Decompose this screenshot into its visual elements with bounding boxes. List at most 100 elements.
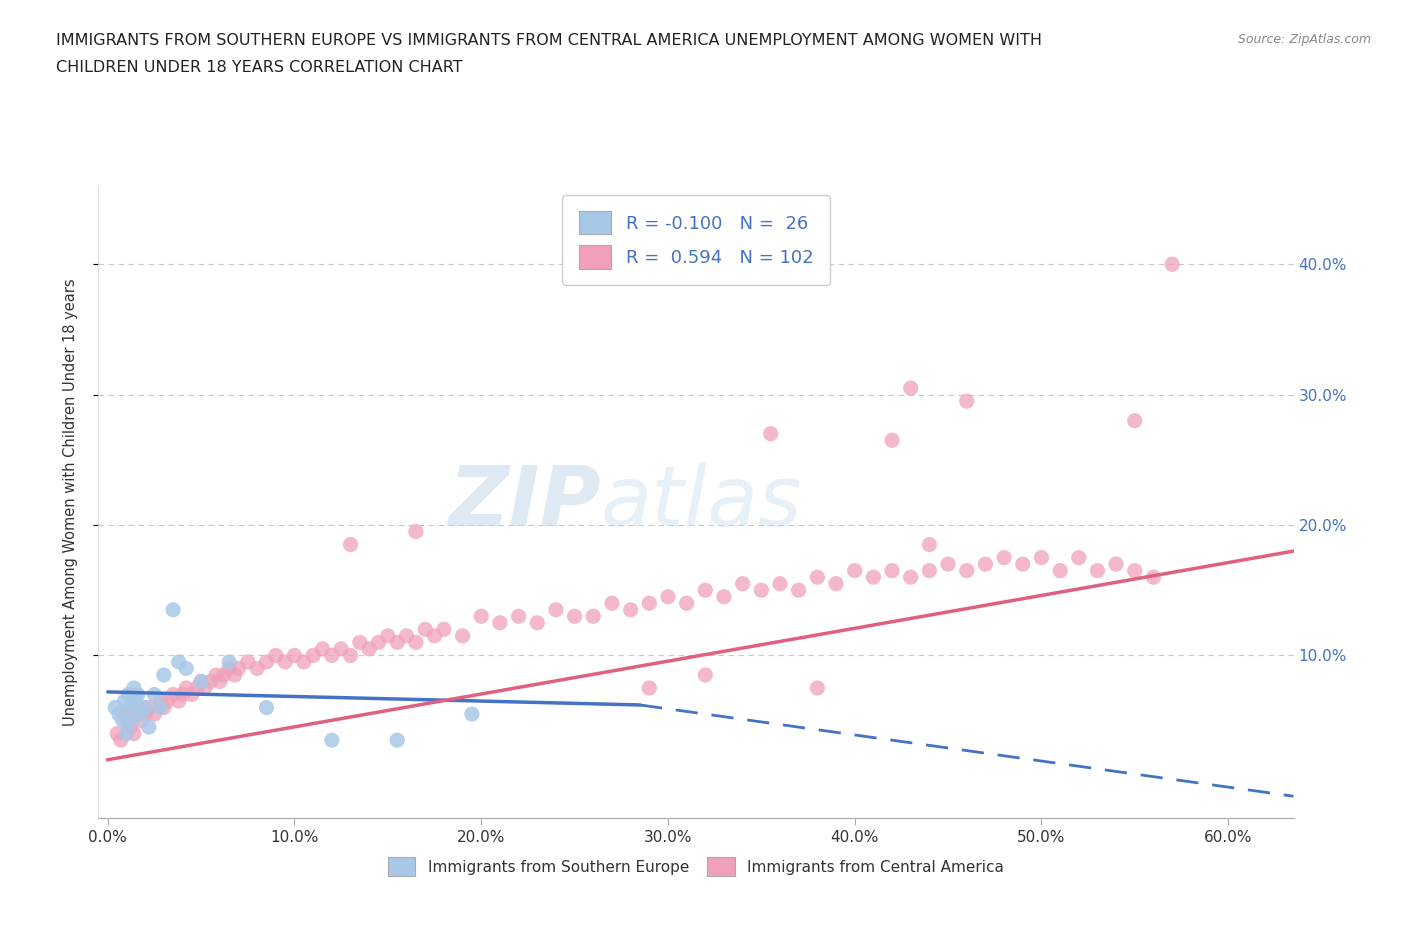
Legend: Immigrants from Southern Europe, Immigrants from Central America: Immigrants from Southern Europe, Immigra… <box>380 850 1012 883</box>
Point <box>218 661 240 676</box>
Point <box>138 720 160 735</box>
Point <box>825 577 848 591</box>
Point <box>246 661 269 676</box>
Point <box>1142 570 1164 585</box>
Text: ZIP: ZIP <box>447 461 600 543</box>
Point <box>1087 564 1109 578</box>
Point <box>638 596 661 611</box>
Point <box>120 700 142 715</box>
Point <box>880 432 903 447</box>
Point <box>190 674 212 689</box>
Point <box>526 616 548 631</box>
Point <box>1123 413 1146 428</box>
Point <box>152 668 174 683</box>
Point <box>470 609 492 624</box>
Point <box>228 661 250 676</box>
Point <box>125 700 148 715</box>
Point <box>127 707 149 722</box>
Point <box>787 583 810 598</box>
Point <box>321 733 343 748</box>
Point <box>749 583 772 598</box>
Point <box>167 694 190 709</box>
Point <box>713 590 735 604</box>
Point <box>367 635 389 650</box>
Point <box>236 655 259 670</box>
Text: atlas: atlas <box>600 461 801 543</box>
Point <box>405 525 427 539</box>
Point <box>900 570 922 585</box>
Point <box>349 635 371 650</box>
Point <box>413 622 436 637</box>
Point <box>769 577 792 591</box>
Point <box>974 557 997 572</box>
Point <box>731 577 754 591</box>
Point <box>172 687 194 702</box>
Point <box>956 564 979 578</box>
Point <box>105 726 128 741</box>
Point <box>134 707 156 722</box>
Point <box>208 674 231 689</box>
Point <box>274 655 297 670</box>
Point <box>186 681 208 696</box>
Point <box>120 720 142 735</box>
Point <box>1031 551 1053 565</box>
Point <box>256 655 278 670</box>
Point <box>111 713 134 728</box>
Point <box>339 538 361 552</box>
Point <box>1067 551 1090 565</box>
Point <box>115 726 138 741</box>
Point <box>162 603 184 618</box>
Point <box>162 687 184 702</box>
Point <box>508 609 530 624</box>
Text: IMMIGRANTS FROM SOUTHERN EUROPE VS IMMIGRANTS FROM CENTRAL AMERICA UNEMPLOYMENT : IMMIGRANTS FROM SOUTHERN EUROPE VS IMMIG… <box>56 33 1042 47</box>
Point <box>600 596 623 611</box>
Point <box>121 713 143 728</box>
Y-axis label: Unemployment Among Women with Children Under 18 years: Unemployment Among Women with Children U… <box>63 278 77 726</box>
Point <box>174 681 197 696</box>
Point <box>377 629 399 644</box>
Point <box>1161 257 1184 272</box>
Point <box>125 694 148 709</box>
Point <box>190 674 212 689</box>
Point <box>582 609 605 624</box>
Point <box>302 648 325 663</box>
Point <box>395 629 418 644</box>
Point <box>283 648 305 663</box>
Point <box>224 668 246 683</box>
Point <box>200 674 222 689</box>
Point <box>918 538 941 552</box>
Point <box>620 603 643 618</box>
Point <box>115 713 138 728</box>
Point <box>564 609 586 624</box>
Point <box>675 596 697 611</box>
Point <box>292 655 315 670</box>
Point <box>433 622 456 637</box>
Point <box>844 564 866 578</box>
Point <box>806 570 828 585</box>
Point <box>149 694 172 709</box>
Point <box>149 700 172 715</box>
Point <box>695 668 717 683</box>
Point <box>218 655 240 670</box>
Point <box>264 648 287 663</box>
Point <box>936 557 959 572</box>
Point <box>956 393 979 408</box>
Point <box>1105 557 1128 572</box>
Point <box>918 564 941 578</box>
Point <box>212 668 235 683</box>
Point <box>900 380 922 395</box>
Point <box>1123 564 1146 578</box>
Point <box>156 694 179 709</box>
Point <box>359 642 381 657</box>
Text: Source: ZipAtlas.com: Source: ZipAtlas.com <box>1237 33 1371 46</box>
Point <box>143 707 166 722</box>
Point <box>544 603 567 618</box>
Point <box>862 570 884 585</box>
Point <box>880 564 903 578</box>
Point <box>122 681 145 696</box>
Point <box>638 681 661 696</box>
Point <box>405 635 427 650</box>
Point <box>127 687 149 702</box>
Point <box>330 642 353 657</box>
Point <box>385 733 409 748</box>
